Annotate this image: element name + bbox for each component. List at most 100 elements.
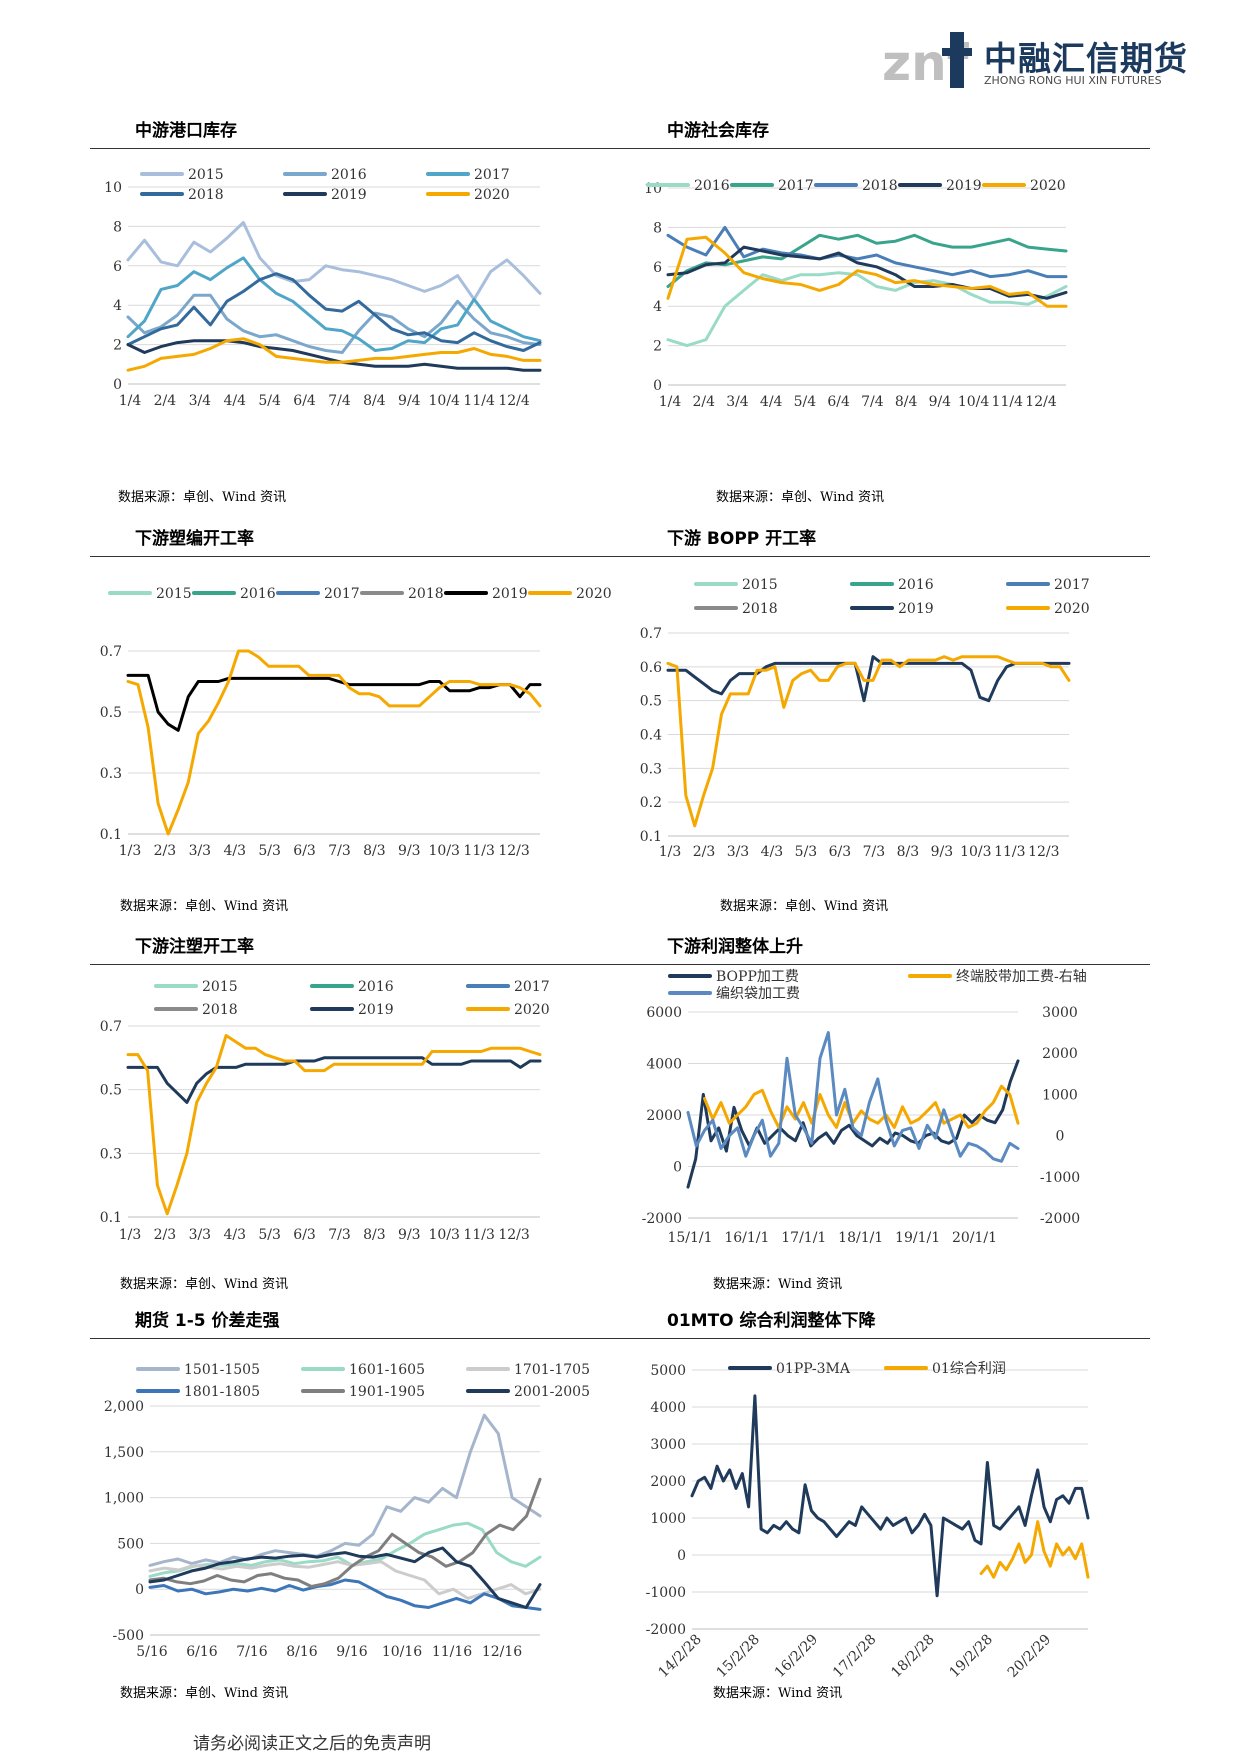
legend-label: 2019 — [946, 178, 982, 194]
x-tick-label: 5/4 — [794, 394, 817, 410]
legend-label: 2017 — [324, 586, 360, 602]
company-logo: znf 中融汇信期货 ZHONG RONG HUI XIN FUTURES — [880, 28, 1187, 92]
y-tick-label: 2,000 — [104, 1399, 144, 1415]
x-tick-label: 1/3 — [119, 843, 142, 859]
x-tick-label: 9/4 — [929, 394, 952, 410]
x-tick-label: 3/4 — [189, 393, 212, 409]
y2-tick-label: 3000 — [1042, 1005, 1078, 1021]
series-line-2020 — [126, 649, 542, 836]
legend-label: 2020 — [474, 187, 510, 203]
legend-label: 01PP-3MA — [776, 1361, 851, 1377]
y-tick-label: 1000 — [650, 1511, 686, 1527]
chart-mto-profit: -2000 -1000 0 1000 2000 3000 4000 5000 14/2/28 15… — [646, 1361, 1090, 1681]
chart1-source: 数据来源：卓创、Wind 资讯 — [118, 490, 287, 505]
chart7-title: 期货 1-5 价差走强 — [135, 1311, 280, 1331]
y-tick-label: 0 — [113, 377, 122, 393]
x-tick-label: 1/4 — [659, 394, 682, 410]
x-tick-label: 20/2/29 — [1005, 1632, 1054, 1681]
x-tick-label: 8/16 — [286, 1644, 318, 1660]
y2-tick-label: 0 — [1056, 1129, 1065, 1145]
y-tick-label: 1,000 — [104, 1491, 144, 1507]
chart6-title: 下游利润整体上升 — [667, 937, 803, 957]
legend-label: 2015 — [156, 586, 192, 602]
x-tick-label: 6/3 — [293, 843, 316, 859]
series-line-2020 — [666, 655, 1071, 828]
series-line-2001-2005 — [148, 1546, 542, 1609]
y-tick-label: 0.5 — [640, 694, 662, 710]
y2-tick-label: 2000 — [1042, 1046, 1078, 1062]
x-tick-label: 7/3 — [328, 843, 351, 859]
legend-label: 2020 — [1030, 178, 1066, 194]
legend-label: 1601-1605 — [349, 1362, 425, 1378]
y-tick-label: 0.5 — [100, 705, 122, 721]
legend-label: BOPP加工费 — [716, 969, 799, 985]
legend-label: 终端胶带加工费-右轴 — [956, 968, 1087, 985]
x-tick-label: 7/4 — [861, 394, 884, 410]
x-tick-label: 5/16 — [136, 1644, 168, 1660]
x-tick-label: 14/2/28 — [655, 1632, 704, 1681]
x-tick-label: 11/16 — [432, 1644, 472, 1660]
y-tick-label: 6 — [653, 260, 662, 276]
x-tick-label: 12/3 — [498, 843, 529, 859]
y-tick-label: 500 — [117, 1536, 144, 1552]
x-tick-label: 15/1/1 — [667, 1230, 712, 1246]
series-line-2019 — [666, 655, 1071, 703]
x-tick-label: 1/4 — [119, 393, 142, 409]
series-line-2020 — [126, 1034, 542, 1216]
y-tick-label: -2000 — [642, 1211, 682, 1227]
y-tick-label: 0 — [653, 378, 662, 394]
legend-label: 2016 — [358, 979, 394, 995]
x-tick-label: 7/3 — [328, 1227, 351, 1243]
x-tick-label: 1/3 — [659, 844, 682, 860]
series-line-编织袋加工费 — [686, 1031, 1020, 1163]
x-tick-label: 20/1/1 — [952, 1230, 997, 1246]
series-line-2018 — [126, 272, 542, 352]
y-tick-label: 0.7 — [640, 626, 662, 642]
legend-label: 2001-2005 — [514, 1384, 590, 1400]
x-tick-label: 7/3 — [863, 844, 886, 860]
y-tick-label: 8 — [653, 220, 662, 236]
y-tick-label: 0.2 — [640, 795, 662, 811]
chart-injection-rate: 0.1 0.3 0.5 0.7 1/3 2/3 3/3 4/3 5/3 6/3 7/3 8/3 9/3 1… — [100, 979, 550, 1243]
series-line-2015 — [126, 221, 542, 301]
series-line-2019 — [126, 339, 542, 372]
x-tick-label: 4/4 — [760, 394, 783, 410]
x-tick-label: 6/3 — [829, 844, 852, 860]
legend-label: 2018 — [188, 187, 224, 203]
series-line-1501-1505 — [148, 1413, 542, 1567]
x-tick-label: 15/2/28 — [714, 1632, 763, 1681]
y-tick-label: 4000 — [646, 1057, 682, 1073]
chart-port-inventory: 0 2 4 6 8 10 1/4 2/4 3/4 4/4 5/4 6/4 7/4 8/4 9/4 10/4 11… — [104, 167, 542, 409]
y-tick-label: 0.7 — [100, 644, 122, 660]
x-tick-label: 10/4 — [958, 394, 990, 410]
y-tick-label: 10 — [104, 180, 122, 196]
chart-spread-1-5: -500 0 500 1,000 1,500 2,000 5/16 6/16 7/16 8/16 9… — [104, 1362, 590, 1660]
legend-label: 2017 — [778, 178, 814, 194]
legend-label: 2017 — [514, 979, 550, 995]
y-tick-label: 2000 — [650, 1474, 686, 1490]
y-tick-label: 0.3 — [640, 761, 662, 777]
x-tick-label: 11/4 — [463, 393, 495, 409]
y-tick-label: 3000 — [650, 1437, 686, 1453]
x-tick-label: 17/2/28 — [830, 1632, 879, 1681]
y-tick-label: 0.6 — [640, 660, 662, 676]
chart2-title: 中游社会库存 — [667, 121, 769, 141]
series-line-1701-1705 — [148, 1560, 542, 1600]
x-tick-label: 1/3 — [119, 1227, 142, 1243]
section-rule-2 — [90, 556, 1150, 557]
chart5-source: 数据来源：卓创、Wind 资讯 — [120, 1277, 289, 1292]
y-tick-label: 2 — [653, 339, 662, 355]
x-tick-label: 12/4 — [1025, 394, 1057, 410]
chart7-source: 数据来源：卓创、Wind 资讯 — [120, 1686, 289, 1701]
x-tick-label: 11/3 — [994, 844, 1025, 860]
x-tick-label: 6/16 — [186, 1644, 218, 1660]
chart4-title: 下游 BOPP 开工率 — [667, 529, 817, 549]
x-tick-label: 5/3 — [795, 844, 818, 860]
legend-label: 2015 — [742, 577, 778, 593]
x-tick-label: 10/3 — [429, 843, 460, 859]
logo-cn: 中融汇信期货 — [984, 39, 1188, 78]
chart5-title: 下游注塑开工率 — [135, 937, 254, 957]
y-tick-label: -1000 — [646, 1585, 686, 1601]
x-tick-label: 16/1/1 — [724, 1230, 769, 1246]
legend-label: 2015 — [202, 979, 238, 995]
